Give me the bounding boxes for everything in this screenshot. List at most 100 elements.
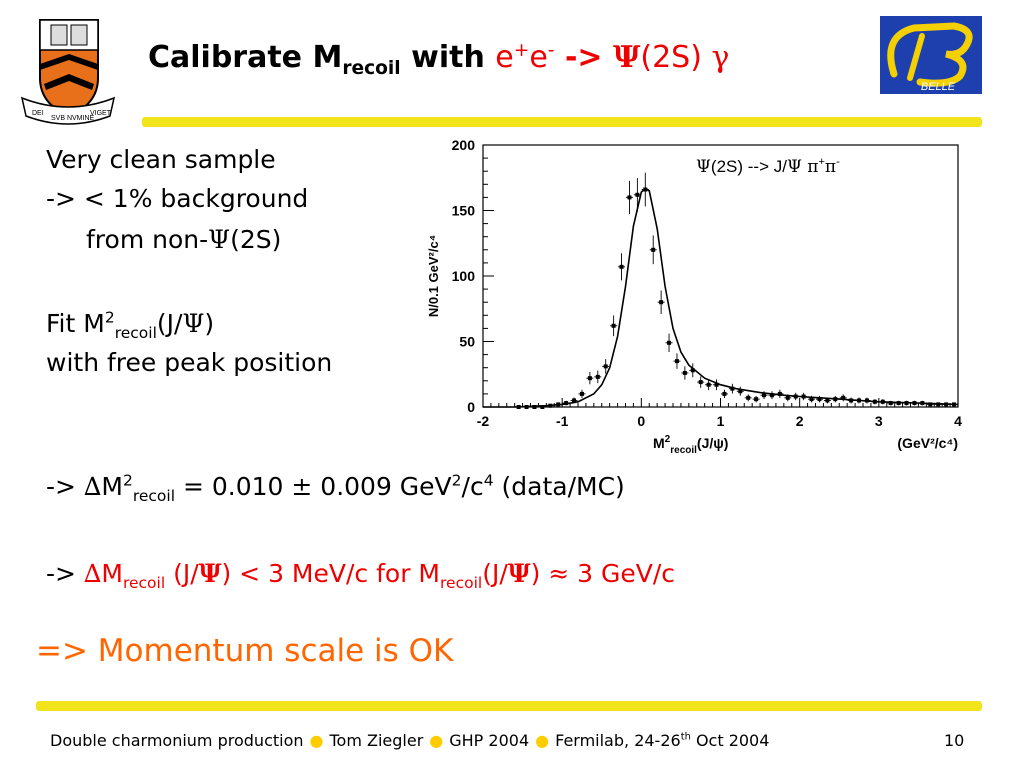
data-point — [602, 359, 610, 374]
footer-place-sup: th — [680, 731, 691, 743]
logo-motto-1: DEI — [32, 110, 44, 117]
data-point — [720, 389, 728, 399]
result-2-close: ) — [530, 559, 549, 588]
data-point — [752, 395, 760, 403]
footer-rule — [36, 701, 982, 711]
result-2-jpsi-open: (J/ — [165, 559, 199, 588]
data-point — [673, 353, 681, 369]
footer-talk: Double charmonium production — [50, 731, 304, 750]
y-axis-title: N/0.1 GeV²/c⁴ — [426, 235, 441, 317]
footer-bullet-3: ● — [535, 731, 550, 750]
legend-psi: Ψ — [696, 157, 711, 177]
header-rule — [142, 117, 982, 127]
result-line-1: -> ∆M2recoil = 0.010 ± 0.009 GeV2/c4 (da… — [46, 471, 625, 504]
data-point — [625, 180, 633, 214]
data-marker — [793, 394, 798, 399]
data-point — [665, 333, 673, 352]
data-point — [681, 366, 689, 380]
data-marker — [674, 359, 679, 364]
data-point — [800, 392, 808, 401]
note-line-4-sub: recoil — [114, 324, 157, 342]
footer-place: Fermilab, 24-26 — [555, 731, 681, 750]
note-line-4-psi: Ψ — [182, 309, 205, 338]
title-plus: + — [513, 40, 530, 61]
result-2-m: M — [101, 559, 123, 588]
result-1-sup: 2 — [122, 471, 133, 490]
result-2-sub-2: recoil — [440, 574, 483, 592]
legend-plus: + — [818, 156, 824, 168]
y-tick-label: 100 — [452, 268, 476, 284]
data-marker — [714, 382, 719, 387]
data-point — [728, 383, 736, 394]
data-marker — [849, 398, 854, 403]
data-marker — [643, 187, 648, 192]
data-marker — [769, 393, 774, 398]
x-tick-label: -2 — [477, 413, 490, 429]
data-marker — [825, 398, 830, 403]
title-arrow: -> — [554, 40, 613, 75]
data-point — [610, 315, 618, 337]
data-marker — [532, 405, 537, 409]
data-marker — [952, 402, 957, 407]
result-1-pm: ± — [291, 472, 313, 501]
y-tick-label: 50 — [459, 334, 475, 350]
result-1-error: 0.009 GeV — [312, 472, 452, 501]
data-marker — [651, 247, 656, 252]
data-point — [855, 397, 863, 404]
legend-text: Ψ(2S) --> J/Ψ π+π- — [696, 156, 840, 177]
data-point — [879, 399, 887, 405]
data-marker — [785, 395, 790, 400]
belle-logo-text: BELLE — [921, 81, 956, 93]
data-point — [910, 400, 918, 406]
result-line-2: -> ∆Mrecoil (J/Ψ) < 3 MeV/c for Mrecoil(… — [46, 559, 675, 591]
data-marker — [920, 401, 925, 406]
data-marker — [928, 402, 933, 407]
data-point — [562, 400, 570, 406]
footer-date: Oct 2004 — [690, 731, 770, 750]
note-line-1: Very clean sample — [46, 145, 276, 174]
data-point — [934, 402, 942, 407]
data-point — [618, 253, 626, 281]
footer-bullet-2: ● — [429, 731, 444, 750]
data-marker — [516, 405, 521, 409]
result-2-jpsi-open-2: (J/ — [482, 559, 508, 588]
data-marker — [635, 192, 640, 197]
data-marker — [864, 398, 869, 403]
data-marker — [706, 382, 711, 387]
data-point — [839, 394, 847, 402]
data-point — [815, 395, 823, 403]
data-point — [586, 372, 594, 385]
title-subscript: recoil — [342, 58, 401, 79]
data-point — [641, 172, 649, 207]
x-axis-units: (GeV²/c⁴) — [897, 435, 958, 451]
footer-bullet-1: ● — [309, 731, 324, 750]
data-marker — [667, 340, 672, 345]
data-point — [713, 379, 721, 391]
data-point — [768, 391, 776, 400]
x-tick-label: -1 — [556, 413, 569, 429]
data-marker — [524, 405, 529, 409]
result-1-arrow: -> — [46, 472, 84, 501]
data-point — [784, 394, 792, 402]
data-marker — [841, 395, 846, 400]
conclusion-text: => Momentum scale is OK — [36, 633, 454, 669]
data-marker — [809, 397, 814, 402]
result-1-note: (data/MC) — [493, 472, 625, 501]
note-line-2: -> < 1% background — [46, 184, 309, 213]
data-marker — [595, 374, 600, 379]
result-1-value: = 0.010 — [175, 472, 292, 501]
data-point — [950, 402, 958, 407]
data-marker — [659, 300, 664, 305]
data-marker — [936, 402, 941, 407]
data-marker — [564, 401, 569, 406]
data-point — [847, 397, 855, 404]
data-marker — [896, 401, 901, 406]
data-point — [689, 363, 697, 378]
data-point — [823, 397, 831, 404]
note-line-3-psi: Ψ — [208, 225, 231, 254]
data-point — [538, 405, 546, 409]
result-2-psi: Ψ — [198, 559, 222, 588]
data-marker — [579, 391, 584, 396]
title-psi: Ψ — [612, 40, 641, 75]
x-axis-title: M2recoil(J/ψ) — [653, 434, 728, 456]
